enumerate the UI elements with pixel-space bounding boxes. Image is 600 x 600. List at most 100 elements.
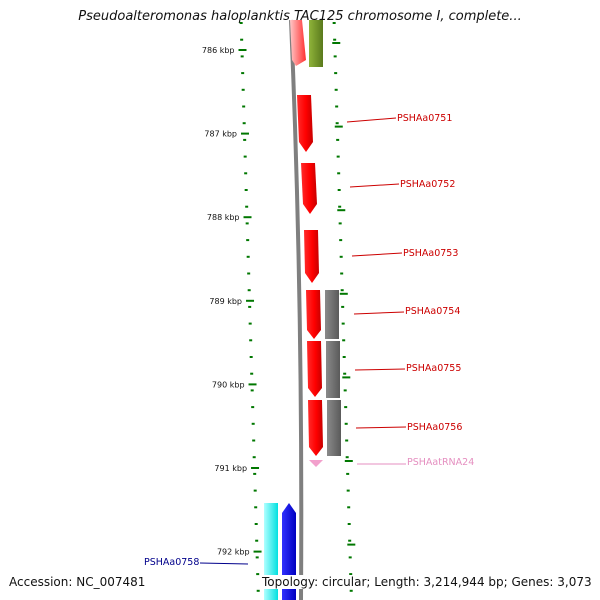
ring-dot-left: [251, 422, 255, 425]
cds-arrow-0755: [307, 341, 322, 397]
tick-label-789: 789 kbp: [209, 297, 242, 306]
gene-label-0751[interactable]: PSHAa0751: [397, 113, 452, 124]
red-feature-top: [290, 20, 306, 66]
gene-label-0756[interactable]: PSHAa0756: [407, 422, 462, 433]
ring-dot-right: [345, 456, 349, 459]
ring-dot-right: [346, 472, 350, 475]
leader-0755: [354, 368, 406, 371]
olive-feature: [309, 20, 323, 67]
cds-arrow-0753: [304, 230, 319, 283]
gene-label-0754[interactable]: PSHAa0754: [405, 306, 460, 317]
leader-0754: [353, 311, 405, 315]
ring-dot-left: [241, 88, 245, 91]
leader-0758: [199, 562, 249, 565]
ring-dot-left: [255, 539, 259, 542]
gene-label-0755[interactable]: PSHAa0755: [406, 363, 461, 374]
ring-dot-right: [346, 489, 350, 492]
gene-label-0758[interactable]: PSHAa0758: [144, 557, 199, 568]
ring-dot-right: [336, 138, 340, 141]
leader-0753: [351, 252, 403, 257]
kbp-ticks: 786 kbp 787 kbp 788 kbp 789 kbp 790 kbp 791 k…: [202, 46, 262, 557]
ring-dot-right: [344, 422, 348, 425]
ring-dot-left: [244, 172, 248, 175]
ring-dash-right: [337, 209, 346, 212]
ring-dot-left: [254, 506, 258, 509]
ring-dot-right: [332, 22, 336, 24]
ring-dash-right: [342, 376, 351, 379]
topology-info: Topology: circular; Length: 3,214,944 bp…: [260, 575, 594, 589]
ring-dot-left: [246, 255, 250, 258]
tick-ring-right: [332, 22, 356, 592]
ring-dot-right: [340, 272, 344, 275]
tick-label-792: 792 kbp: [217, 548, 250, 557]
gene-labels: PSHAa0751 PSHAa0752 PSHAa0753 PSHAa0754 …: [144, 113, 474, 568]
ring-dot-right: [348, 539, 352, 542]
ring-dot-right: [338, 205, 342, 208]
tick-label-787: 787 kbp: [204, 130, 237, 139]
cds-arrow-0752: [301, 163, 317, 214]
cds-arrow-0754: [306, 290, 321, 339]
gene-label-0752[interactable]: PSHAa0752: [400, 179, 455, 190]
top-features: [290, 20, 323, 67]
gene-label-0753[interactable]: PSHAa0753: [403, 248, 458, 259]
ring-dot-right: [348, 556, 352, 559]
ring-dot-right: [349, 573, 353, 576]
ring-dot-left: [249, 339, 253, 342]
tick-ring-left: [239, 22, 260, 592]
ring-dot-left: [241, 72, 245, 75]
genome-title: Pseudoalteromonas haloplanktis TAC125 ch…: [78, 9, 522, 24]
ring-dot-right: [341, 305, 345, 308]
ring-dot-left: [252, 456, 256, 459]
ring-dot-left: [250, 389, 254, 392]
ring-dot-left: [247, 289, 251, 292]
gray-feature-3: [327, 400, 341, 456]
ring-dot-right: [344, 406, 348, 409]
tick-label-791: 791 kbp: [214, 464, 247, 473]
ring-dot-left: [255, 556, 259, 559]
cds-arrows: [297, 95, 323, 467]
ring-dot-left: [240, 55, 244, 58]
gray-feature-1: [325, 290, 339, 339]
ring-dot-right: [334, 88, 338, 91]
leader-0756: [355, 426, 407, 429]
ring-dot-right: [342, 339, 346, 342]
ring-dot-left: [242, 105, 246, 108]
ring-dot-right: [337, 172, 341, 175]
ring-dot-right: [333, 38, 337, 41]
leader-0751: [346, 117, 397, 123]
cds-arrow-0756: [308, 400, 323, 456]
ring-dot-left: [239, 22, 243, 24]
ring-dot-right: [340, 289, 344, 292]
ring-dot-right: [334, 72, 338, 75]
ring-dot-left: [240, 38, 244, 41]
ring-dot-left: [256, 573, 260, 576]
gene-label-trna24[interactable]: PSHAatRNA24: [407, 457, 474, 468]
ring-dash-right: [339, 292, 348, 295]
ring-dot-left: [248, 305, 252, 308]
ring-dot-right: [343, 372, 347, 375]
ring-dash-right: [347, 543, 356, 546]
ring-dot-left: [256, 589, 260, 592]
gene-leaders: [199, 117, 407, 565]
ring-dot-right: [333, 55, 337, 58]
trna-arrow-24: [309, 460, 323, 467]
ring-dot-right: [335, 105, 339, 108]
ring-dot-right: [339, 255, 343, 258]
ring-dot-left: [252, 439, 256, 442]
gray-features: [325, 290, 341, 456]
ring-dot-right: [339, 239, 343, 242]
ring-dot-left: [251, 406, 255, 409]
ring-dot-right: [342, 356, 346, 358]
ring-dot-left: [242, 122, 246, 125]
chromosome-backbone: [289, 19, 304, 600]
ring-dot-right: [338, 222, 342, 225]
ring-dash-right: [344, 460, 353, 462]
ring-dot-left: [250, 372, 254, 375]
tick-label-788: 788 kbp: [207, 213, 240, 222]
ring-dash-right: [334, 125, 343, 128]
ring-dot-left: [249, 356, 253, 358]
ring-dot-left: [243, 155, 247, 158]
ring-dot-right: [341, 322, 345, 325]
